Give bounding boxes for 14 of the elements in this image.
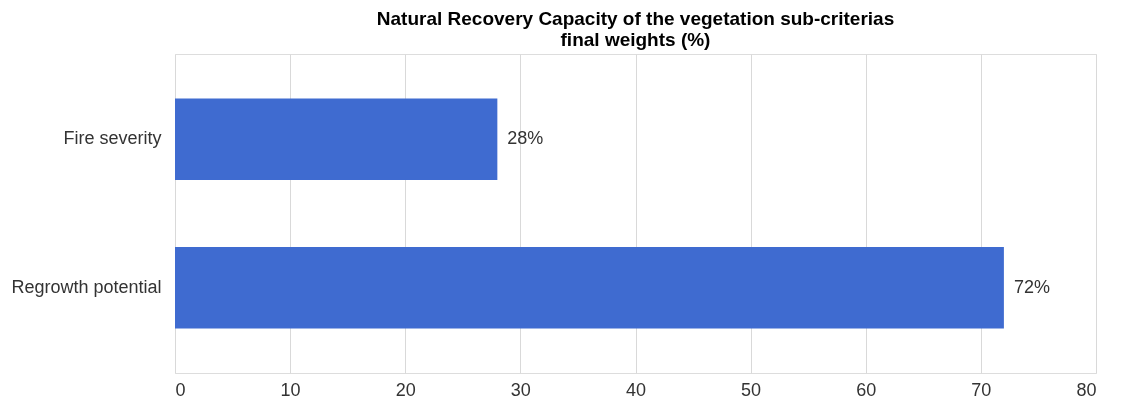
x-tick-label: 80 (1076, 379, 1097, 400)
x-tick-label: 60 (856, 379, 877, 400)
y-tick-label: Regrowth potential (11, 276, 162, 297)
x-tick-label: 30 (510, 379, 531, 400)
x-tick-label: 0 (175, 379, 186, 400)
y-tick-label: Fire severity (63, 128, 162, 149)
x-tick-label: 10 (280, 379, 301, 400)
x-tick-label: 50 (741, 379, 762, 400)
x-tick-label: 20 (395, 379, 416, 400)
chart-title: Natural Recovery Capacity of the vegetation sub-criterias final weights (%) (376, 8, 895, 50)
x-tick-label: 40 (625, 379, 647, 400)
x-tick-label: 70 (971, 379, 992, 400)
data-label: 28% (507, 128, 544, 149)
data-label: 72% (1013, 276, 1050, 297)
